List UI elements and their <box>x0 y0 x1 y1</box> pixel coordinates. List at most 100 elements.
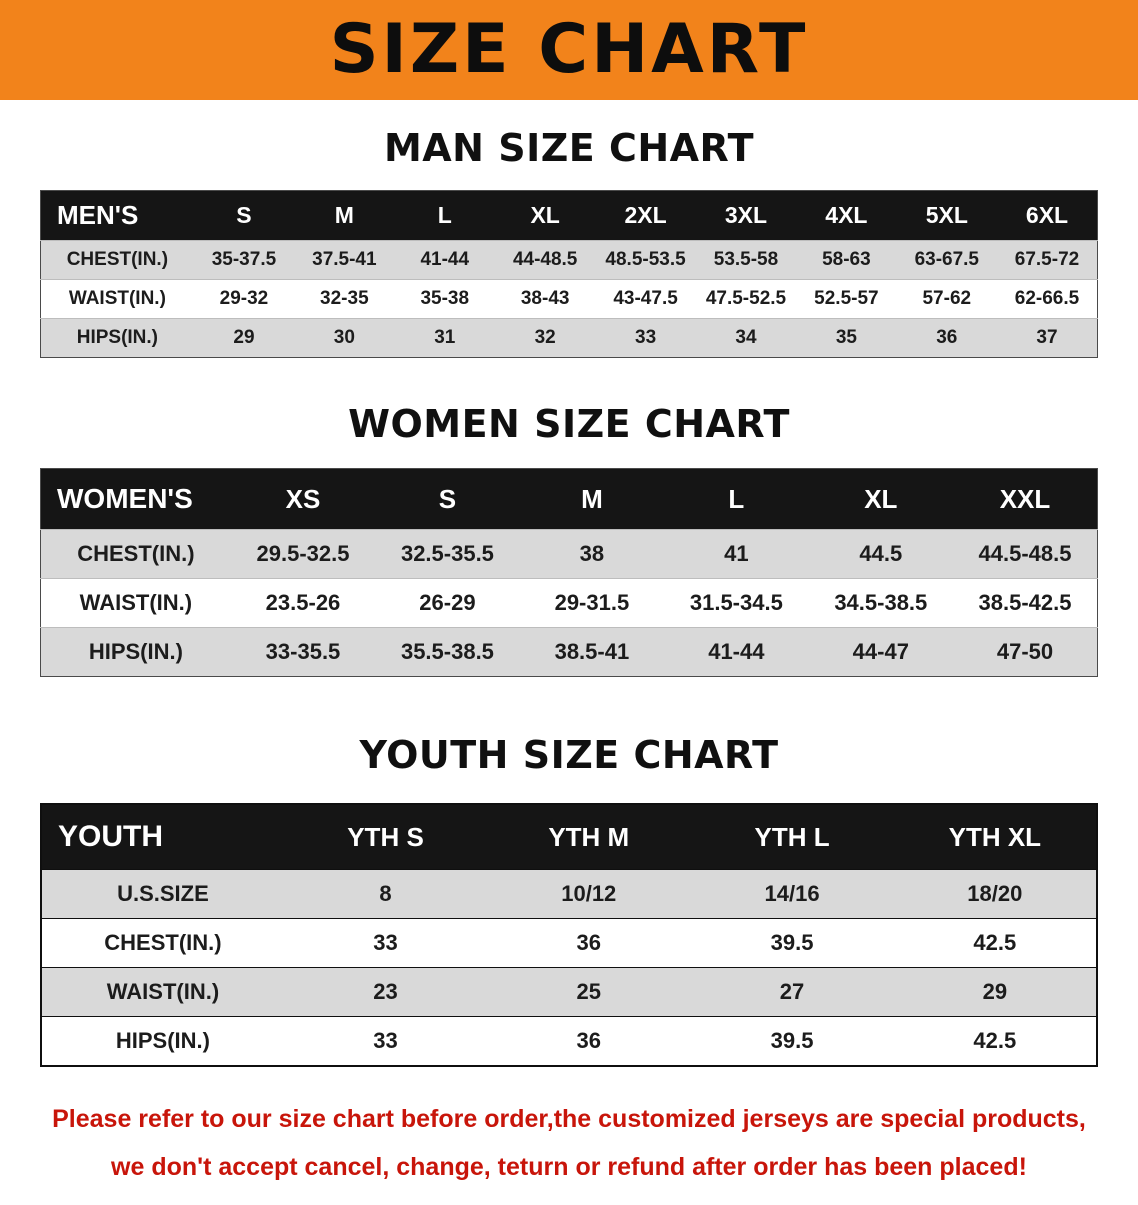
measurement-value: 33-35.5 <box>265 639 341 664</box>
banner: SIZE CHART <box>0 0 1138 100</box>
measurement-row: WAIST(IN.) 23 25 27 29 <box>41 967 1097 1017</box>
measurement-row: WAIST(IN.) 23.5-26 26-29 29-31.5 31.5-34.5 34… <box>40 578 1098 628</box>
measurement-label: WAIST(IN.) <box>79 590 193 615</box>
size-column-header: M <box>294 190 395 241</box>
size-column-header: XL <box>494 190 596 241</box>
size-column-header: L <box>394 190 495 241</box>
size-column-header: 3XL <box>695 190 797 241</box>
measurement-value: 32.5-35.5 <box>400 541 494 566</box>
measurement-label: CHEST(IN.) <box>104 930 222 955</box>
measurement-value: 37 <box>1036 327 1058 348</box>
youth-section-heading: YOUTH SIZE CHART <box>359 733 779 777</box>
measurement-value: 25 <box>576 979 602 1004</box>
measurement-value: 47.5-52.5 <box>705 288 787 309</box>
measurement-value: 41-44 <box>420 249 470 270</box>
measurement-value: 52.5-57 <box>814 288 879 309</box>
measurement-value: 33 <box>373 930 398 955</box>
measurement-row: U.S.SIZE 8 10/12 14/16 18/20 <box>41 869 1097 919</box>
measurement-value: 26-29 <box>419 590 476 615</box>
measurement-value: 44-48.5 <box>512 249 578 270</box>
measurement-row: WAIST(IN.) 29-32 32-35 35-38 38-43 43-47.5 47.… <box>40 279 1098 319</box>
measurement-label: HIPS(IN.) <box>115 1028 210 1053</box>
youth-size-table: YOUTH YTH S YTH M YTH L YTH XL U.S.SIZE 8 10/12… <box>40 803 1098 1067</box>
size-column-header: XS <box>230 468 376 530</box>
measurement-value: 33 <box>635 327 657 348</box>
table-header-row: WOMEN'S XS S M L XL XXL <box>40 468 1098 530</box>
measurement-row: HIPS(IN.) 33-35.5 35.5-38.5 38.5-41 41-44 44-… <box>40 627 1098 677</box>
measurement-value: 32 <box>534 327 556 348</box>
disclaimer-line-2: we don't accept cancel, change, teturn o… <box>111 1153 1027 1181</box>
measurement-value: 35-37.5 <box>211 249 277 270</box>
table-corner-label: MEN'S <box>40 190 194 241</box>
size-column-header: L <box>664 468 809 530</box>
measurement-value: 41 <box>724 541 749 566</box>
men-size-section: MAN SIZE CHART MEN'S S M L XL 2XL 3XL 4XL 5XL 6XL… <box>0 126 1138 358</box>
table-corner-label: YOUTH <box>41 804 284 870</box>
women-section-heading: WOMEN SIZE CHART <box>348 402 790 446</box>
measurement-label: U.S.SIZE <box>117 881 209 906</box>
page-title: SIZE CHART <box>329 10 809 89</box>
measurement-value: 14/16 <box>764 881 820 906</box>
measurement-value: 10/12 <box>561 881 617 906</box>
measurement-value: 58-63 <box>822 249 871 270</box>
measurement-value: 44-47 <box>852 639 909 664</box>
size-column-header: YTH M <box>487 804 691 870</box>
measurement-row: CHEST(IN.) 33 36 39.5 42.5 <box>41 918 1097 968</box>
measurement-value: 39.5 <box>770 1028 814 1053</box>
size-column-header: S <box>193 190 295 241</box>
measurement-label: WAIST(IN.) <box>68 288 166 309</box>
size-column-header: XL <box>808 468 954 530</box>
women-size-section: WOMEN SIZE CHART WOMEN'S XS S M L XL XXL CHEST(… <box>0 402 1138 677</box>
table-corner-label: WOMEN'S <box>40 468 231 530</box>
measurement-value: 18/20 <box>967 881 1023 906</box>
measurement-value: 38.5-42.5 <box>978 590 1072 615</box>
measurement-label: WAIST(IN.) <box>106 979 220 1004</box>
size-column-header: 4XL <box>796 190 897 241</box>
size-column-header: YTH S <box>283 804 488 870</box>
measurement-value: 36 <box>576 1028 602 1053</box>
women-size-table: WOMEN'S XS S M L XL XXL CHEST(IN.) 29.5-32.5 32.5… <box>40 468 1098 677</box>
youth-size-section: YOUTH SIZE CHART YOUTH YTH S YTH M YTH L YTH… <box>0 733 1138 1067</box>
measurement-value: 42.5 <box>973 1028 1017 1053</box>
measurement-value: 35.5-38.5 <box>400 639 494 664</box>
measurement-value: 36 <box>936 327 958 348</box>
measurement-row: HIPS(IN.) 33 36 39.5 42.5 <box>41 1016 1097 1066</box>
table-header-row: MEN'S S M L XL 2XL 3XL 4XL 5XL 6XL <box>40 190 1098 241</box>
measurement-value: 29-31.5 <box>554 590 630 615</box>
measurement-value: 30 <box>333 327 355 348</box>
measurement-value: 38 <box>579 541 605 566</box>
measurement-value: 62-66.5 <box>1014 288 1080 309</box>
measurement-value: 42.5 <box>973 930 1017 955</box>
measurement-value: 23 <box>373 979 398 1004</box>
measurement-value: 63-67.5 <box>914 249 980 270</box>
size-column-header: M <box>519 468 665 530</box>
measurement-label: HIPS(IN.) <box>76 327 159 348</box>
size-column-header: YTH XL <box>893 804 1097 870</box>
size-column-header: XXL <box>953 468 1098 530</box>
size-column-header: 6XL <box>997 190 1098 241</box>
measurement-row: CHEST(IN.) 35-37.5 37.5-41 41-44 44-48.5 48.5… <box>40 240 1098 280</box>
measurement-label: HIPS(IN.) <box>88 639 183 664</box>
measurement-label: CHEST(IN.) <box>66 249 169 270</box>
measurement-value: 43-47.5 <box>613 288 678 309</box>
measurement-value: 35 <box>835 327 857 348</box>
size-column-header: YTH L <box>690 804 894 870</box>
measurement-value: 35-38 <box>420 288 470 309</box>
disclaimer-line-1: Please refer to our size chart before or… <box>52 1105 1086 1133</box>
measurement-value: 53.5-58 <box>713 249 779 270</box>
measurement-value: 27 <box>779 979 805 1004</box>
measurement-value: 23.5-26 <box>265 590 341 615</box>
measurement-value: 31.5-34.5 <box>689 590 783 615</box>
size-column-header: 2XL <box>595 190 696 241</box>
measurement-value: 33 <box>373 1028 398 1053</box>
measurement-value: 67.5-72 <box>1014 249 1080 270</box>
measurement-value: 34 <box>735 327 757 348</box>
measurement-value: 44.5 <box>859 541 903 566</box>
measurement-value: 32-35 <box>320 288 369 309</box>
measurement-row: HIPS(IN.) 29 30 31 32 33 34 35 36 37 <box>40 318 1098 358</box>
measurement-value: 38.5-41 <box>554 639 630 664</box>
measurement-value: 31 <box>434 327 456 348</box>
disclaimer-note: Please refer to our size chart before or… <box>0 1095 1138 1205</box>
table-header-row: YOUTH YTH S YTH M YTH L YTH XL <box>41 804 1097 870</box>
